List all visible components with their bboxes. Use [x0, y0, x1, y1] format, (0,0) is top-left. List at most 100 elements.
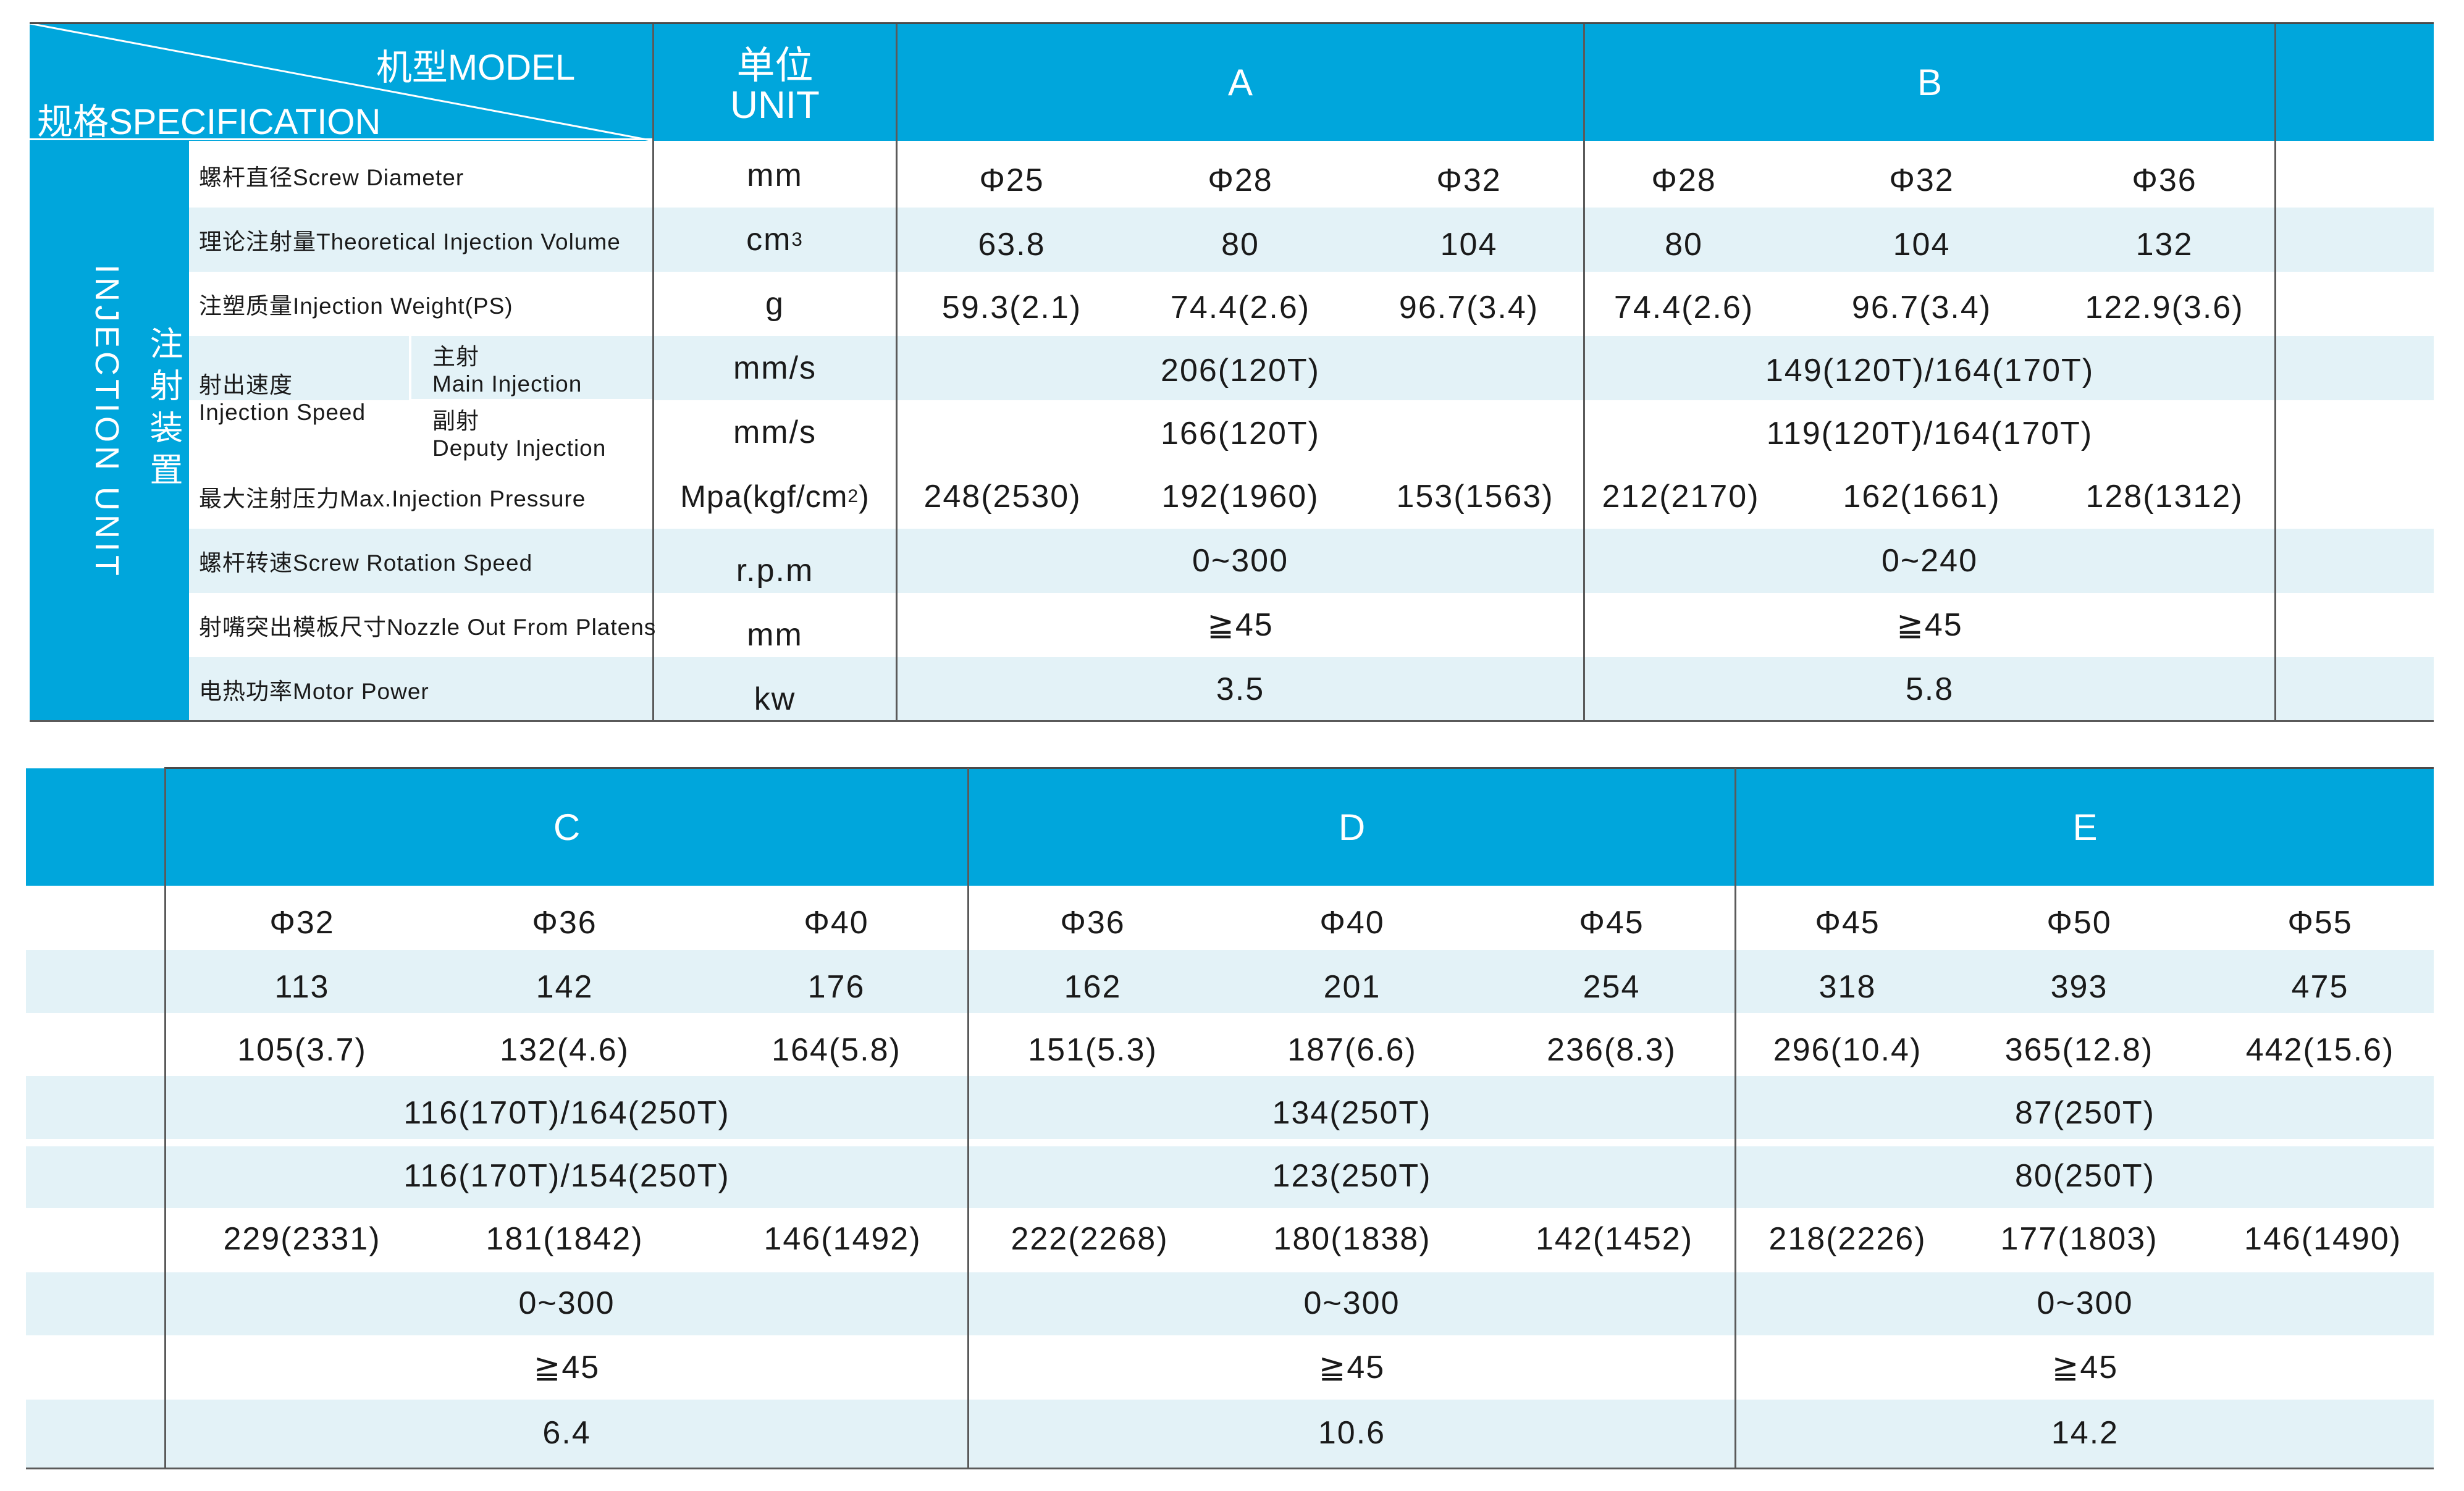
b-deputy-speed: 119(120T)/164(170T) — [1766, 416, 2093, 452]
c-weight-1: 105(3.7) — [237, 1032, 367, 1068]
band-row-9 — [189, 657, 2434, 721]
unit-rotation-speed: r.p.m — [736, 553, 814, 589]
b-diameter-2: Φ32 — [1889, 162, 1954, 198]
d-weight-3: 236(8.3) — [1547, 1032, 1676, 1068]
spec-injection-speed: 射出速度 Injection Speed — [199, 372, 366, 426]
band-b-row-9 — [26, 1400, 2434, 1468]
line-speed-split — [409, 399, 652, 401]
band-b-row-4 — [26, 1076, 2434, 1139]
model-d-header: D — [1338, 806, 1366, 848]
spec-deputy-injection-en: Deputy Injection — [432, 435, 607, 461]
e-weight-1: 296(10.4) — [1773, 1032, 1922, 1068]
c-diameter-3: Φ40 — [804, 905, 869, 941]
b-power: 5.8 — [1905, 671, 1954, 707]
spec-injection-speed-en: Injection Speed — [199, 400, 366, 425]
spec-header-underline — [30, 138, 654, 140]
model-b-header: B — [1917, 61, 1943, 103]
top-header-bar — [30, 23, 2434, 141]
c-main-speed: 116(170T)/164(250T) — [403, 1095, 730, 1131]
a-weight-1: 59.3(2.1) — [941, 290, 1082, 326]
e-volume-3: 475 — [2291, 969, 2349, 1005]
a-power: 3.5 — [1216, 671, 1265, 707]
c-diameter-1: Φ32 — [269, 905, 335, 941]
bottom-header-bar — [26, 768, 2434, 886]
top-table-top-line — [30, 22, 2434, 24]
line-b-left — [164, 768, 166, 1468]
spec-max-pressure: 最大注射压力Max.Injection Pressure — [199, 486, 586, 511]
a-nozzle: ≧45 — [1207, 607, 1274, 643]
c-volume-3: 176 — [807, 969, 865, 1005]
spec-rotation-speed: 螺杆转速Screw Rotation Speed — [199, 550, 533, 576]
e-diameter-1: Φ45 — [1815, 905, 1880, 941]
line-spec-unit — [652, 23, 654, 721]
model-header-label: 机型MODEL — [376, 48, 576, 88]
spec-motor-power: 电热功率Motor Power — [199, 679, 429, 704]
a-diameter-2: Φ28 — [1208, 162, 1273, 198]
b-rotation: 0~240 — [1881, 543, 1978, 579]
d-rotation: 0~300 — [1303, 1285, 1400, 1321]
e-pressure-3: 146(1490) — [2243, 1221, 2402, 1257]
spec-injection-volume: 理论注射量Theoretical Injection Volume — [199, 229, 621, 254]
c-pressure-3: 146(1492) — [763, 1221, 922, 1257]
line-a-b — [1583, 23, 1585, 721]
d-weight-1: 151(5.3) — [1028, 1032, 1158, 1068]
line-d-e — [1734, 768, 1736, 1468]
a-rotation: 0~300 — [1192, 543, 1289, 579]
e-rotation: 0~300 — [2037, 1285, 2134, 1321]
a-volume-2: 80 — [1221, 227, 1259, 262]
injection-unit-label: 注射装置 INJECTION UNIT — [30, 141, 189, 721]
line-c-d — [967, 768, 969, 1468]
e-main-speed: 87(250T) — [2015, 1095, 2155, 1131]
e-deputy-speed: 80(250T) — [2015, 1158, 2155, 1194]
d-pressure-2: 180(1838) — [1273, 1221, 1431, 1257]
a-diameter-1: Φ25 — [979, 162, 1045, 198]
band-row-4 — [189, 336, 2434, 400]
spec-injection-speed-cn: 射出速度 — [199, 372, 293, 398]
b-pressure-3: 128(1312) — [2085, 479, 2243, 514]
e-diameter-3: Φ55 — [2287, 905, 2353, 941]
e-volume-2: 393 — [2050, 969, 2108, 1005]
e-nozzle: ≧45 — [2051, 1350, 2119, 1385]
spec-injection-weight: 注塑质量Injection Weight(PS) — [199, 293, 513, 319]
spec-deputy-injection: 副射 Deputy Injection — [432, 408, 606, 462]
d-pressure-1: 222(2268) — [1011, 1221, 1169, 1257]
a-pressure-2: 192(1960) — [1161, 479, 1319, 514]
unit-header-en: UNIT — [730, 83, 820, 127]
e-diameter-2: Φ50 — [2046, 905, 2112, 941]
spec-header-label: 规格SPECIFICATION — [37, 102, 381, 142]
c-power: 6.4 — [542, 1415, 591, 1451]
header-diagonal — [30, 23, 654, 141]
unit-deputy-speed: mm/s — [733, 414, 817, 450]
d-deputy-speed: 123(250T) — [1272, 1158, 1432, 1194]
band-row-2 — [189, 208, 2434, 272]
band-row-7 — [189, 529, 2434, 593]
d-pressure-3: 142(1452) — [1535, 1221, 1694, 1257]
b-pressure-2: 162(1661) — [1843, 479, 2001, 514]
b-diameter-1: Φ28 — [1651, 162, 1717, 198]
d-power: 10.6 — [1318, 1415, 1386, 1451]
b-volume-1: 80 — [1665, 227, 1703, 262]
spec-deputy-injection-cn: 副射 — [432, 408, 479, 434]
b-nozzle: ≧45 — [1896, 607, 1963, 643]
bottom-table-bottom-line — [26, 1468, 2434, 1469]
model-c-header: C — [553, 806, 581, 848]
unit-injection-weight: g — [765, 286, 784, 322]
a-volume-1: 63.8 — [978, 227, 1046, 262]
model-e-header: E — [2072, 806, 2098, 848]
top-table-bottom-line — [30, 720, 2434, 722]
spec-main-injection-cn: 主射 — [432, 344, 479, 369]
a-pressure-3: 153(1563) — [1396, 479, 1554, 514]
spec-screw-diameter: 螺杆直径Screw Diameter — [199, 165, 465, 190]
a-main-speed: 206(120T) — [1161, 353, 1320, 388]
e-power: 14.2 — [2051, 1415, 2119, 1451]
band-b-row-5 — [26, 1146, 2434, 1208]
a-weight-3: 96.7(3.4) — [1398, 290, 1539, 326]
b-pressure-1: 212(2170) — [1602, 479, 1760, 514]
c-weight-3: 164(5.8) — [772, 1032, 901, 1068]
a-deputy-speed: 166(120T) — [1161, 416, 1320, 452]
c-volume-1: 113 — [274, 969, 330, 1005]
c-pressure-2: 181(1842) — [486, 1221, 644, 1257]
d-diameter-2: Φ40 — [1319, 905, 1385, 941]
a-volume-3: 104 — [1440, 227, 1498, 262]
